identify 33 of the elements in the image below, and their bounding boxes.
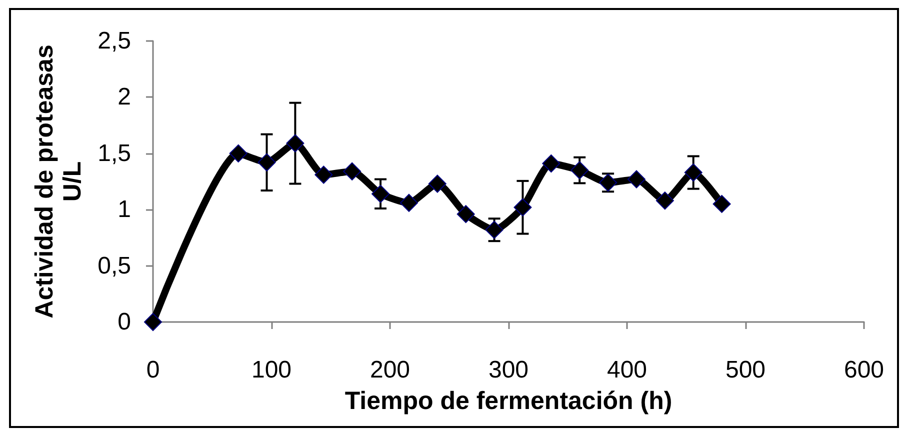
point <box>372 184 390 203</box>
point <box>514 198 532 216</box>
x-tick-label: 0 <box>146 356 160 384</box>
x-axis-title: Tiempo de fermentación (h) <box>344 386 672 415</box>
y-tick-label: 2 <box>118 84 131 111</box>
point <box>343 162 362 180</box>
point <box>656 192 674 210</box>
point <box>258 153 276 172</box>
x-tick-label: 600 <box>844 356 884 384</box>
point <box>456 205 475 224</box>
y-tick-label: 1,5 <box>98 140 131 167</box>
point <box>627 170 646 188</box>
point <box>286 134 304 152</box>
x-tick-label: 200 <box>370 356 410 384</box>
point <box>144 313 162 331</box>
x-tick-label: 100 <box>251 356 292 384</box>
y-tick-label: 0,5 <box>98 252 131 280</box>
x-tick-label: 400 <box>606 356 648 384</box>
y-tick-label: 2,5 <box>98 28 131 54</box>
point <box>570 161 589 180</box>
point <box>428 174 446 193</box>
y-axis-title: Actividad de proteasas U/L <box>30 44 87 318</box>
point <box>684 164 702 182</box>
point <box>400 194 418 212</box>
point <box>542 154 560 173</box>
point <box>485 220 504 239</box>
x-tick-label: 300 <box>488 356 529 384</box>
y-tick-label: 1 <box>118 196 131 224</box>
y-tick-label: 0 <box>118 308 131 336</box>
point <box>229 144 248 162</box>
x-tick-label: 500 <box>725 356 766 384</box>
point <box>314 166 333 184</box>
point <box>712 194 731 213</box>
